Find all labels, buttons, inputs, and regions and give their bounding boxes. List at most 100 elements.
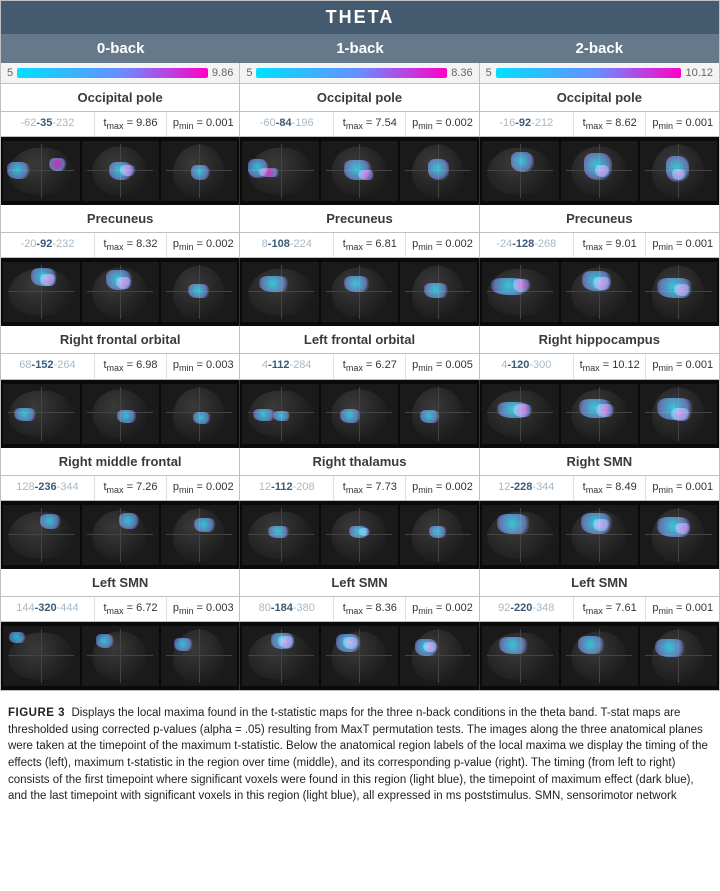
activation-blob xyxy=(593,519,610,531)
brain-triplet xyxy=(1,137,240,205)
activation-blob xyxy=(674,284,691,296)
brain-coronal xyxy=(82,626,159,686)
colorbar-gradient xyxy=(17,68,208,78)
timing-last: -196 xyxy=(292,117,314,129)
timing-values: -24-128-268 xyxy=(480,233,574,257)
activation-blob xyxy=(578,636,606,654)
timing-last: -232 xyxy=(52,238,74,250)
colorbar: 5 8.36 xyxy=(240,63,479,83)
tmax-value: tmax = 9.01 xyxy=(574,233,647,257)
region-label: Left frontal orbital xyxy=(240,326,479,354)
stat-cell: 92-220-348tmax = 7.61pmin = 0.001 xyxy=(480,597,719,622)
timing-max: -228 xyxy=(510,481,532,493)
tmax-value: tmax = 7.73 xyxy=(334,476,406,500)
colorbar-max: 10.12 xyxy=(685,67,713,79)
brain-sagittal xyxy=(242,141,319,201)
region-label: Left SMN xyxy=(240,569,479,597)
activation-blob xyxy=(497,514,531,533)
timing-last: -232 xyxy=(52,117,74,129)
colorbar-min: 5 xyxy=(7,67,13,79)
brain-triplet xyxy=(480,380,719,448)
figure-panel: THETA 0-back 1-back 2-back 5 9.86 5 8.36… xyxy=(0,0,720,691)
brain-triplet xyxy=(240,137,479,205)
timing-max: -35 xyxy=(36,117,52,129)
brain-coronal xyxy=(561,384,638,444)
region-label: Left SMN xyxy=(480,569,719,597)
timing-values: 12-112-208 xyxy=(240,476,334,500)
timing-max: -152 xyxy=(32,359,54,371)
brain-triplet xyxy=(480,137,719,205)
colorbar-max: 8.36 xyxy=(451,67,472,79)
activation-blob xyxy=(675,523,690,534)
timing-max: -92 xyxy=(515,117,531,129)
condition-header: 2-back xyxy=(480,34,719,63)
timing-last: -224 xyxy=(290,238,312,250)
timing-last: -300 xyxy=(529,359,551,371)
activation-blob xyxy=(14,408,37,421)
tmax-value: tmax = 8.36 xyxy=(334,597,406,621)
brain-triplet xyxy=(240,501,479,569)
stat-cell: -24-128-268tmax = 9.01pmin = 0.001 xyxy=(480,233,719,258)
brain-coronal xyxy=(321,505,398,565)
stat-cell: 12-228-344tmax = 8.49pmin = 0.001 xyxy=(480,476,719,501)
tmax-value: tmax = 9.86 xyxy=(95,112,167,136)
timing-first: 80 xyxy=(259,602,271,614)
timing-max: -120 xyxy=(507,359,529,371)
stat-cell: 8-108-224tmax = 6.81pmin = 0.002 xyxy=(240,233,479,258)
region-label: Precuneus xyxy=(240,205,479,233)
pmin-value: pmin = 0.001 xyxy=(646,476,719,500)
colorbar-min: 5 xyxy=(486,67,492,79)
figure-title: THETA xyxy=(1,1,719,34)
activation-blob xyxy=(423,642,438,653)
region-label: Right middle frontal xyxy=(1,448,240,476)
timing-values: 8-108-224 xyxy=(240,233,334,257)
region-label: Right thalamus xyxy=(240,448,479,476)
brain-image-row xyxy=(1,380,719,448)
brain-sagittal xyxy=(482,262,559,322)
timing-first: -20 xyxy=(21,238,37,250)
brain-sagittal xyxy=(242,626,319,686)
activation-blob xyxy=(358,170,375,180)
activation-blob xyxy=(429,526,447,538)
brain-coronal xyxy=(561,262,638,322)
timing-max: -236 xyxy=(35,481,57,493)
brain-axial xyxy=(400,262,477,322)
stat-row: 144-320-444tmax = 6.72pmin = 0.00380-184… xyxy=(1,597,719,622)
brain-axial xyxy=(161,626,238,686)
brain-sagittal xyxy=(482,505,559,565)
stat-cell: 4-120-300tmax = 10.12pmin = 0.001 xyxy=(480,354,719,379)
brain-triplet xyxy=(240,380,479,448)
activation-blob xyxy=(340,409,361,423)
activation-blob xyxy=(96,634,114,647)
activation-blob xyxy=(428,159,449,179)
stat-cell: 144-320-444tmax = 6.72pmin = 0.003 xyxy=(1,597,240,622)
activation-blob xyxy=(511,152,534,172)
activation-blob xyxy=(420,410,440,423)
activation-blob xyxy=(596,404,615,417)
tmax-value: tmax = 6.81 xyxy=(334,233,406,257)
colorbar-min: 5 xyxy=(246,67,252,79)
timing-last: -264 xyxy=(54,359,76,371)
timing-first: 92 xyxy=(498,602,510,614)
region-label: Right hippocampus xyxy=(480,326,719,354)
brain-coronal xyxy=(321,384,398,444)
brain-sagittal xyxy=(482,626,559,686)
timing-values: -60-84-196 xyxy=(240,112,334,136)
activation-blob xyxy=(191,165,209,179)
timing-max: -220 xyxy=(510,602,532,614)
stat-row: -20-92-232tmax = 8.32pmin = 0.0028-108-2… xyxy=(1,233,719,258)
brain-coronal xyxy=(561,141,638,201)
timing-first: 128 xyxy=(16,481,34,493)
stat-cell: -16-92-212tmax = 8.62pmin = 0.001 xyxy=(480,112,719,137)
brain-coronal xyxy=(82,262,159,322)
activation-blob xyxy=(424,283,449,299)
brain-sagittal xyxy=(3,626,80,686)
brain-image-row xyxy=(1,258,719,326)
timing-last: -348 xyxy=(532,602,554,614)
activation-blob xyxy=(513,404,533,417)
brain-axial xyxy=(161,384,238,444)
tmax-value: tmax = 6.72 xyxy=(95,597,167,621)
timing-first: 68 xyxy=(19,359,31,371)
pmin-value: pmin = 0.001 xyxy=(167,112,239,136)
brain-axial xyxy=(400,384,477,444)
